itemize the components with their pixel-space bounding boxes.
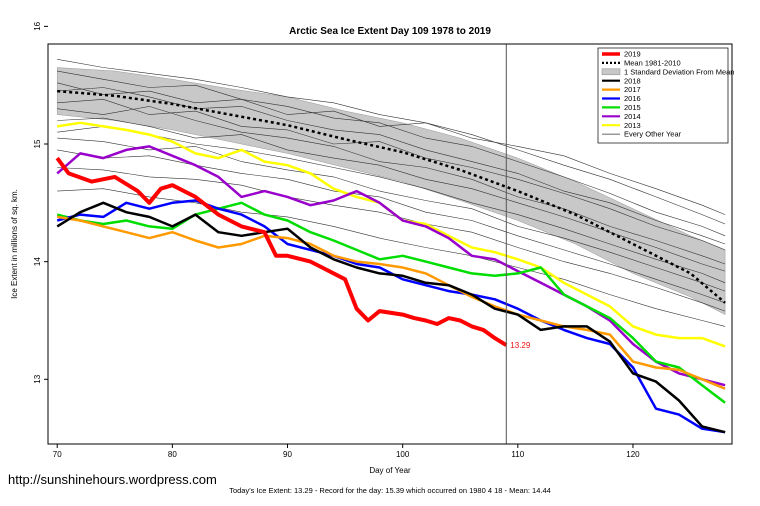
series-line-2017 [57,215,726,390]
other-year-line [57,167,726,312]
y-tick-label: 13 [33,374,42,383]
legend-swatch [601,68,621,76]
series-line-2015 [56,201,726,404]
legend-label: 2018 [624,76,641,85]
legend-label: Mean 1981-2010 [624,59,681,68]
other-year-line [57,106,726,265]
legend-label: 2016 [624,94,641,103]
current-value-label: 13.29 [510,341,531,350]
legend-label: 2014 [624,112,641,121]
other-year-line [57,117,726,272]
mean-line [57,89,726,304]
x-tick-label: 70 [53,450,62,459]
y-tick-label: 15 [33,139,42,148]
y-tick-label: 14 [33,257,42,266]
series-line-2018 [56,201,726,434]
mean-layer [57,89,726,304]
other-year-line [57,98,726,251]
std-deviation-band [56,67,726,315]
legend-label: 2015 [624,103,641,112]
watermark-url[interactable]: http://sunshinehours.wordpress.com [8,472,217,487]
y-axis-label: Ice Extent in millions of sq. km. [10,189,19,299]
other-year-line [57,149,726,304]
x-tick-label: 120 [626,450,640,459]
chart-title: Arctic Sea Ice Extent Day 109 1978 to 20… [289,26,491,37]
legend-label: 2019 [624,50,641,59]
other-year-line [57,82,726,215]
y-tick-label: 16 [33,21,42,30]
plot-frame [47,43,733,445]
x-tick-label: 90 [283,450,292,459]
x-tick-label: 80 [168,450,177,459]
series-line-2019 [55,156,508,347]
other-year-line [57,137,726,292]
x-axis-label: Day of Year [369,466,411,475]
legend-label: Every Other Year [624,130,682,139]
series-line-2014 [56,145,726,387]
other-year-line [57,126,726,284]
other-year-line [57,188,726,327]
other-years-layer [57,59,726,327]
y-axis: 13 14 15 16 [33,21,48,384]
other-year-line [57,59,726,225]
footer-summary: Today's Ice Extent: 13.29 - Record for t… [229,486,551,495]
x-tick-label: 100 [396,450,410,459]
series-layer [55,121,726,434]
std-band-layer [56,67,726,315]
legend-label: 1 Standard Deviation From Mean [624,67,734,76]
other-year-line [57,70,726,237]
legend-label: 2013 [624,121,641,130]
x-axis: 70 80 90 100 110 120 [53,444,640,459]
x-tick-label: 110 [511,450,524,459]
legend-label: 2017 [624,85,641,94]
